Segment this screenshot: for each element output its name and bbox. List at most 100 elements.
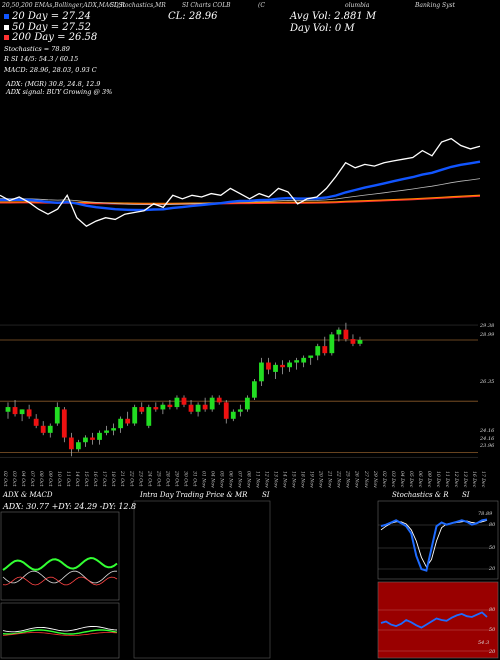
candle-body: [315, 346, 321, 356]
date-tick-label: 20 Nov: [318, 470, 324, 488]
date-tick-label: 01 Nov: [200, 471, 206, 488]
date-tick-label: 08 Oct: [38, 471, 44, 487]
candle-body: [195, 404, 201, 412]
date-tick-label: 15 Nov: [291, 471, 297, 488]
candle-body: [287, 362, 292, 368]
candle-body: [230, 411, 236, 419]
stoch-k-line: [380, 518, 488, 572]
date-tick-label: 09 Oct: [47, 471, 53, 487]
date-tick-label: 06 Dec: [417, 471, 423, 488]
candle-body: [336, 329, 342, 335]
stoch-level-20: 20: [489, 566, 496, 572]
date-tick-label: 07 Oct: [29, 471, 35, 487]
intraday-panel-title: Intra Day Trading Price & MR: [140, 491, 248, 499]
legend-ema20: 20 Day = 27.24: [4, 11, 97, 23]
candle-body: [252, 381, 257, 398]
chart-header: 20,50,200 EMAs,Bollinger,ADX,MACD,R SI,S…: [2, 2, 498, 11]
intraday-panel-si: SI: [262, 491, 270, 499]
date-tick-label: 04 Nov: [209, 471, 215, 488]
candle-body: [61, 409, 67, 438]
candle-body: [76, 442, 81, 450]
candle-body: [125, 418, 131, 424]
date-tick-label: 29 Nov: [372, 470, 378, 488]
date-tick-label: 02 Oct: [2, 471, 8, 487]
candle-body: [280, 364, 285, 368]
candle-body: [90, 437, 95, 440]
candle-body: [146, 407, 152, 426]
date-tick-label: 03 Oct: [11, 471, 17, 487]
date-tick-label: 05 Nov: [218, 471, 224, 488]
rsi-value: 54.3: [478, 640, 490, 646]
date-tick-label: 04 Oct: [20, 471, 26, 487]
candle-body: [111, 428, 116, 431]
legend-ema200: 200 Day = 26.58: [4, 32, 97, 44]
date-tick-label: 19 Nov: [309, 471, 315, 488]
adx-line: ADX: (MGR) 30.8, 24.8, 12.9: [6, 80, 101, 88]
date-tick-label: 09 Dec: [426, 471, 432, 488]
day-volume: Day Vol: 0 M: [290, 23, 355, 34]
candle-body: [308, 355, 314, 358]
candle-body: [33, 418, 39, 426]
candle-body: [244, 397, 250, 410]
adx-panel-title: ADX & MACD: [3, 491, 53, 499]
candle-body: [294, 360, 300, 363]
date-tick-label: 02 Dec: [381, 471, 387, 488]
candle-body: [160, 404, 166, 410]
adx-minus-di-line: [2, 576, 118, 586]
candle-body: [301, 357, 307, 363]
candle-body: [266, 362, 271, 370]
date-tick-label: 16 Dec: [471, 471, 477, 488]
date-tick-label: 13 Nov: [273, 471, 279, 488]
adx-line: [2, 570, 118, 584]
date-tick-label: 06 Nov: [227, 471, 233, 488]
rsi-level-80: 80: [489, 607, 496, 613]
date-tick-label: 14 Nov: [282, 471, 288, 488]
date-tick-label: 15 Oct: [83, 471, 89, 487]
stoch-value: 78.89: [478, 511, 493, 517]
legend-rsi: R SI 14/5: 54.3 / 60.15: [4, 55, 79, 63]
date-tick-label: 28 Oct: [164, 470, 170, 487]
candle-body: [350, 339, 356, 344]
header-segment-6: Banking Syst: [415, 2, 456, 9]
price-level-5: 24.16: [480, 436, 495, 442]
date-tick-label: 12 Dec: [453, 471, 459, 488]
stoch-panel-si: SI: [462, 491, 470, 499]
price-level-2: 28.99: [480, 332, 495, 338]
candle-body: [202, 404, 208, 410]
date-tick-label: 10 Oct: [56, 471, 62, 487]
rsi-level-20: 20: [489, 649, 496, 655]
date-tick-label: 12 Nov: [264, 471, 270, 488]
candle-body: [54, 407, 60, 424]
candle-body: [40, 425, 46, 433]
price-level-4: 24.16: [480, 428, 495, 434]
date-tick-label: 14 Oct: [74, 471, 80, 487]
candle-body: [104, 430, 109, 433]
candle-body: [273, 364, 278, 372]
ema-line-area: [0, 137, 481, 227]
date-tick-label: 11 Dec: [444, 471, 450, 488]
adx-plus-di-line: [2, 556, 118, 571]
date-tick-label: 11 Oct: [65, 471, 71, 487]
ema20-swatch: [4, 14, 9, 19]
date-tick-label: 21 Oct: [119, 470, 125, 487]
candle-body: [167, 404, 173, 408]
header-segment-5: olumbia: [345, 2, 370, 9]
candle-body: [259, 362, 264, 382]
date-tick-label: 17 Dec: [480, 471, 486, 488]
rsi-level-50: 50: [489, 627, 496, 633]
candle-body: [216, 397, 222, 403]
date-tick-label: 21 Nov: [327, 470, 333, 488]
indicator-panels: [0, 500, 499, 659]
date-tick-label: 31 Oct: [191, 471, 197, 487]
adx-panel-values: ADX: 30.77 +DY: 24.29 -DY: 12.8: [3, 502, 137, 511]
candlestick-area: [0, 322, 478, 458]
header-segment-2: SI,Stochastics,MR: [110, 2, 166, 9]
ema50-swatch: [4, 24, 9, 30]
stoch-level-50: 50: [489, 545, 496, 551]
candle-body: [174, 397, 180, 408]
date-axis: 02 Oct 03 Oct 04 Oct 07 Oct 08 Oct 09 Oct 10 O…: [2, 470, 486, 488]
candle-body: [139, 407, 145, 412]
header-segment-4: (C: [258, 2, 265, 9]
date-tick-label: 30 Oct: [182, 471, 188, 487]
close-price: CL: 28.96: [168, 11, 218, 22]
